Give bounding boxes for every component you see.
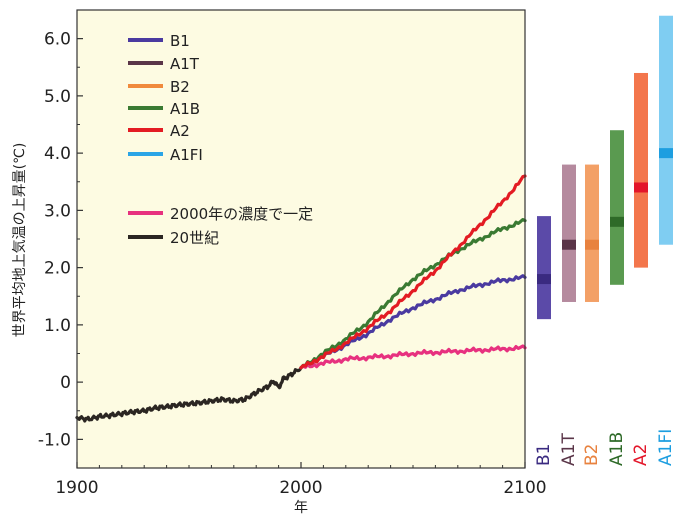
range-best-marker [634, 182, 648, 193]
range-label: B1 [534, 444, 554, 466]
series-layer [75, 174, 527, 423]
range-label: A1B [607, 432, 627, 466]
ticks-layer: -1.0 0 1.0 2.0 3.0 4.0 5.0 6.0 1900 2000 2100 [38, 9, 547, 498]
range-label: A2 [631, 444, 651, 466]
y-tick-label: 5.0 [44, 87, 71, 107]
range-best-marker [537, 274, 551, 285]
range-bar [585, 164, 599, 302]
range-label: B2 [582, 444, 602, 466]
legend-label: B1 [170, 32, 190, 50]
legend-label: 20世紀 [170, 229, 219, 247]
range-best-marker [585, 239, 599, 250]
y-tick-label: 3.0 [44, 201, 71, 221]
series-line [299, 174, 527, 370]
y-tick-label: -1.0 [38, 430, 71, 450]
x-tick-label: 1900 [55, 478, 98, 498]
range-label: A1FI [656, 429, 676, 466]
legend: B1 A1T B2 A1B A2 A1FI 2000年の濃度で一定 20世紀 [128, 32, 313, 247]
y-tick-label: 0 [60, 373, 71, 393]
scenario-ranges: B1 A1T B2 A1B A2 A1FI [534, 15, 676, 466]
y-tick-label: 4.0 [44, 144, 71, 164]
legend-label: A1B [170, 100, 200, 118]
x-tick-label: 2100 [503, 478, 546, 498]
range-bar [537, 216, 551, 320]
series-line [299, 344, 527, 370]
range-best-marker [659, 148, 673, 159]
legend-label: B2 [170, 78, 190, 96]
series-line [75, 366, 303, 423]
range-label: A1T [559, 433, 579, 466]
legend-label: A1T [170, 55, 200, 73]
y-tick-label: 6.0 [44, 30, 71, 50]
series-line [299, 218, 527, 370]
range-bar [634, 72, 648, 268]
legend-label: A2 [170, 122, 190, 140]
legend-label: 2000年の濃度で一定 [170, 205, 313, 223]
range-bar [659, 15, 673, 245]
x-tick-label: 2000 [279, 478, 322, 498]
range-best-marker [562, 239, 576, 250]
range-bar [562, 164, 576, 302]
y-tick-label: 1.0 [44, 316, 71, 336]
range-best-marker [610, 216, 624, 227]
range-bar [610, 130, 624, 285]
legend-label: A1FI [170, 146, 203, 164]
y-axis-title: 世界平均地上気温の上昇量(℃) [12, 143, 28, 338]
x-axis-title: 年 [294, 500, 308, 516]
y-tick-label: 2.0 [44, 259, 71, 279]
